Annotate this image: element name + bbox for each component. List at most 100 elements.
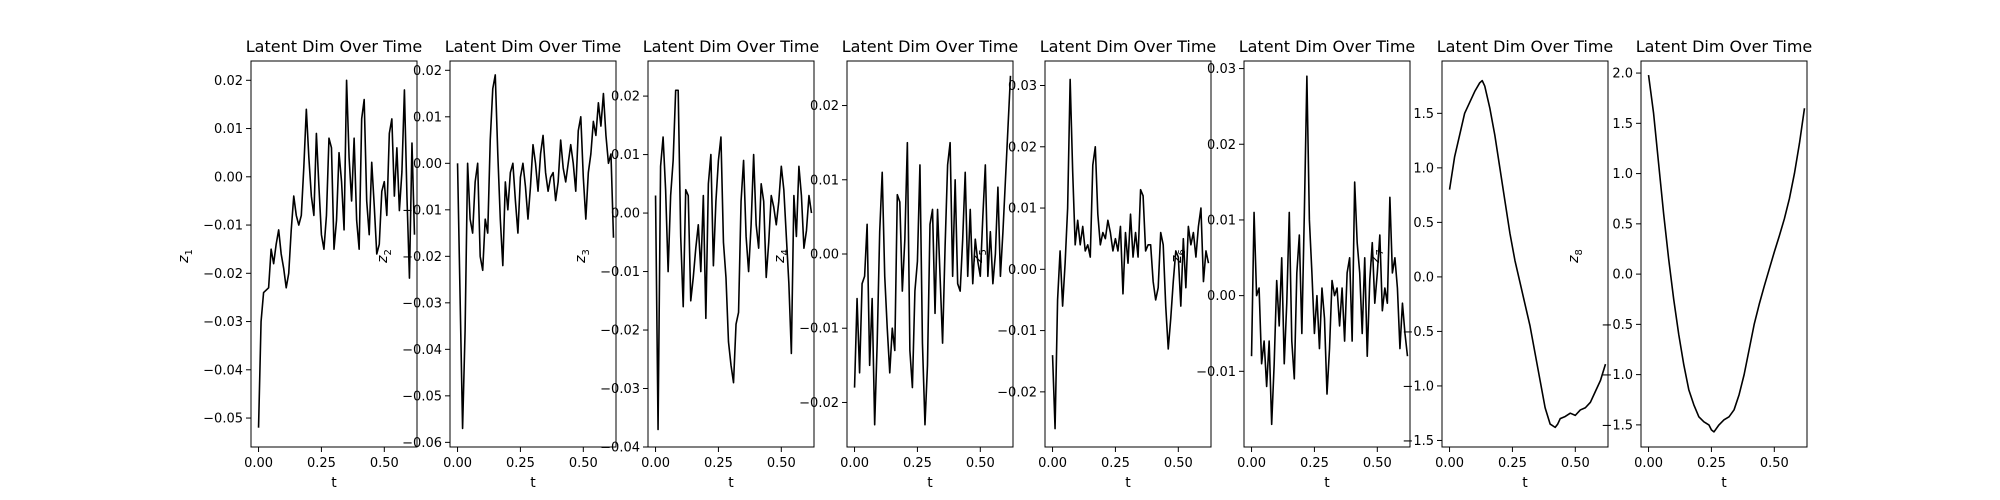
y-tick-label: −0.5 (1402, 325, 1434, 340)
y-tick-label: 0.03 (1207, 62, 1236, 77)
subplot-7: 0.00 0.25 0.50 −1.5 −1.0 −0.5 0.0 0.5 1.0 1.5 Late… (1367, 37, 1613, 491)
y-axis-label: z3 (573, 249, 592, 264)
x-tick-label: 0.50 (1164, 456, 1193, 471)
y-tick-label: −0.02 (799, 396, 839, 411)
chart-title: Latent Dim Over Time (1239, 37, 1416, 56)
y-tick-label: −0.01 (402, 203, 442, 218)
y-tick-label: −1.5 (1402, 434, 1434, 449)
x-tick-label: 0.00 (641, 456, 670, 471)
x-tick-label: 0.50 (1760, 456, 1789, 471)
axes-frame-7 (1441, 60, 1609, 448)
y-tick-label: 0.02 (214, 74, 243, 89)
x-axis-label: t (728, 475, 734, 491)
axes-frame-6 (1243, 60, 1411, 448)
y-axis-label-subscript: 3 (581, 249, 592, 255)
y-tick-label: 1.5 (1413, 107, 1434, 122)
y-tick-label: −1.0 (1601, 368, 1633, 383)
subplot-6: 0.00 0.25 0.50 −0.01 0.00 0.01 0.02 0.03Latent … (1169, 37, 1415, 491)
y-tick-label: 0.01 (810, 173, 839, 188)
x-axis-label: t (1721, 475, 1727, 491)
subplot-5: 0.00 0.25 0.50 −0.02 −0.01 0.00 0.01 0.02 0.03 La… (970, 37, 1216, 491)
x-tick-label: 0.25 (1300, 456, 1329, 471)
y-tick-label: −0.01 (600, 265, 640, 280)
chart-title: Latent Dim Over Time (1437, 37, 1614, 56)
y-tick-label: 0.01 (611, 148, 640, 163)
x-tick-label: 0.00 (1038, 456, 1067, 471)
series-line-7 (1448, 79, 1607, 429)
x-tick-label: 0.25 (506, 456, 535, 471)
x-tick-label: 0.00 (244, 456, 273, 471)
y-tick-label: −0.03 (203, 315, 243, 330)
y-axis-label-base: z (1566, 255, 1582, 264)
y-tick-label: 0.01 (1008, 202, 1037, 217)
chart-title: Latent Dim Over Time (1040, 37, 1217, 56)
y-axis-label: z5 (970, 249, 989, 264)
x-tick-label: 0.00 (1634, 456, 1663, 471)
x-tick-label: 0.25 (1697, 456, 1726, 471)
x-tick-label: 0.50 (966, 456, 995, 471)
axes-frame-5 (1044, 60, 1212, 448)
series-line-6 (1250, 75, 1409, 426)
y-axis-label: z8 (1566, 249, 1585, 264)
y-tick-label: 0.01 (214, 122, 243, 137)
y-tick-label: 0.02 (1008, 140, 1037, 155)
x-tick-label: 0.50 (767, 456, 796, 471)
subplot-4: 0.00 0.25 0.50 −0.02 −0.01 0.00 0.01 0.02 Latent… (772, 37, 1018, 491)
axes-frame-1 (250, 60, 418, 448)
y-axis-label: z7 (1367, 249, 1386, 264)
chart-title: Latent Dim Over Time (1636, 37, 1813, 56)
y-axis-label-subscript: 7 (1375, 249, 1386, 255)
x-axis-label: t (1125, 475, 1131, 491)
series-line-8 (1647, 74, 1806, 433)
plot-area-1 (251, 61, 417, 447)
y-axis-label-base: z (970, 255, 986, 264)
x-tick-label: 0.00 (443, 456, 472, 471)
chart-title: Latent Dim Over Time (445, 37, 622, 56)
y-tick-label: 0.5 (1612, 217, 1633, 232)
subplot-8: 0.00 0.25 0.50 −1.5 −1.0 −0.5 0.0 0.5 1.0 1.5 2.0L… (1566, 37, 1812, 491)
y-tick-label: −1.0 (1402, 379, 1434, 394)
y-tick-label: −0.04 (402, 343, 442, 358)
y-tick-label: 0.02 (413, 64, 442, 79)
y-tick-label: 2.0 (1612, 67, 1633, 82)
y-tick-label: 0.00 (611, 207, 640, 222)
axes-frame-8 (1640, 60, 1808, 448)
y-tick-label: 1.0 (1612, 167, 1633, 182)
y-tick-label: 0.03 (1008, 79, 1037, 94)
x-axis-label: t (331, 475, 337, 491)
plot-area-3 (648, 61, 814, 447)
series-line-3 (654, 89, 813, 431)
plot-area-2 (450, 61, 616, 447)
y-tick-label: −1.5 (1601, 418, 1633, 433)
y-axis-label: z2 (375, 249, 394, 264)
plot-area-7 (1442, 61, 1608, 447)
subplot-1: 0.00 0.25 0.50 −0.05 −0.04 −0.03 −0.02 −0.01 0.0… (176, 37, 422, 491)
axes-frame-3 (647, 60, 815, 448)
y-axis-label-base: z (1367, 255, 1383, 264)
y-axis-label-base: z (375, 255, 391, 264)
x-tick-label: 0.00 (1237, 456, 1266, 471)
x-tick-label: 0.50 (569, 456, 598, 471)
y-axis-label: z6 (1169, 249, 1188, 264)
y-axis-label-subscript: 2 (383, 249, 394, 255)
x-axis-label: t (927, 475, 933, 491)
y-axis-label-base: z (573, 255, 589, 264)
chart-title: Latent Dim Over Time (246, 37, 423, 56)
y-tick-label: −0.03 (402, 296, 442, 311)
y-tick-label: 0.00 (214, 170, 243, 185)
x-tick-label: 0.00 (1435, 456, 1464, 471)
subplot-3: 0.00 0.25 0.50 −0.04 −0.03 −0.02 −0.01 0.00 0.01… (573, 37, 819, 491)
y-tick-label: −0.02 (600, 324, 640, 339)
x-tick-label: 0.50 (1561, 456, 1590, 471)
x-tick-label: 0.50 (1363, 456, 1392, 471)
y-tick-label: 0.02 (1207, 138, 1236, 153)
y-tick-label: 0.0 (1612, 268, 1633, 283)
y-tick-label: −0.01 (997, 324, 1037, 339)
x-axis-label: t (530, 475, 536, 491)
y-tick-label: 1.5 (1612, 117, 1633, 132)
y-tick-label: −0.01 (1196, 365, 1236, 380)
plot-area-8 (1641, 61, 1807, 447)
axes-frame-2 (449, 60, 617, 448)
x-tick-label: 0.25 (1498, 456, 1527, 471)
